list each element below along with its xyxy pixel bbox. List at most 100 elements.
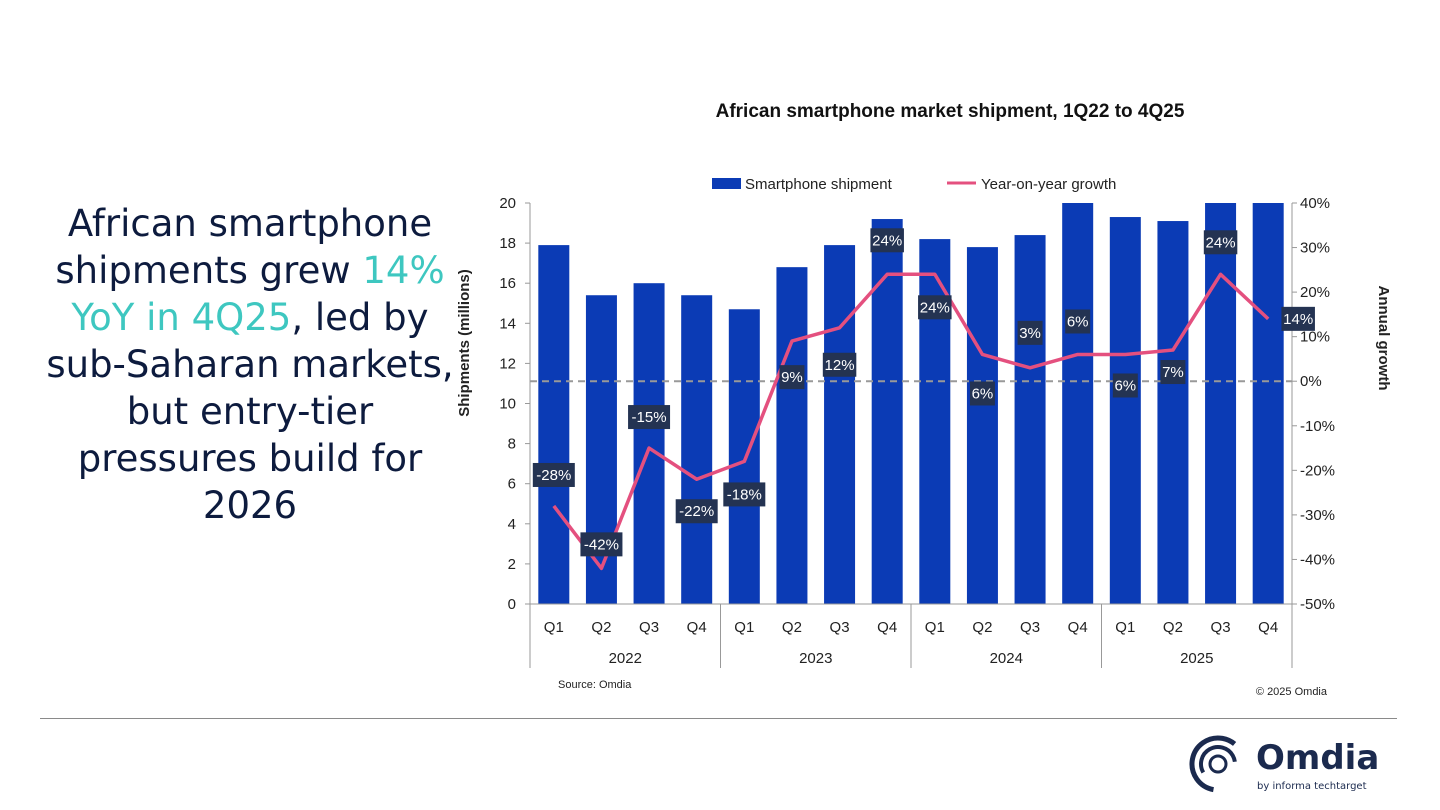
bar <box>538 245 570 605</box>
bar <box>681 295 713 604</box>
data-label: 12% <box>825 357 855 374</box>
x-year-label: 2023 <box>799 650 832 667</box>
x-quarter-label: Q4 <box>877 619 897 636</box>
data-label-box <box>918 295 952 320</box>
y-tick-label: 4 <box>508 516 516 533</box>
x-year-label: 2022 <box>609 650 642 667</box>
data-label: 6% <box>972 385 994 402</box>
bar <box>1062 203 1094 604</box>
x-quarter-label: Q3 <box>1211 619 1231 636</box>
x-quarter-label: Q1 <box>734 619 754 636</box>
x-year-label: 2025 <box>1180 650 1213 667</box>
data-label-box <box>1160 360 1186 385</box>
y-tick-label: 14 <box>499 315 516 332</box>
copyright-note: © 2025 Omdia <box>1256 686 1328 698</box>
data-label-box <box>532 462 575 487</box>
bar <box>585 295 617 604</box>
y2-tick-label: -50% <box>1300 596 1335 613</box>
y2-axis-label: Annual growth <box>1375 286 1392 391</box>
y2-tick-label: 10% <box>1300 329 1330 346</box>
y2-tick-label: 40% <box>1300 195 1330 212</box>
headline-highlight: 14% YoY in 4Q25 <box>71 249 445 339</box>
data-label-box <box>1017 320 1043 345</box>
data-label-box <box>1065 309 1091 334</box>
data-label-box <box>675 499 718 524</box>
data-label: 6% <box>1114 377 1136 394</box>
x-quarter-label: Q2 <box>972 619 992 636</box>
bar <box>1205 203 1237 604</box>
headline: African smartphone shipments grew 14% Yo… <box>40 200 460 529</box>
omdia-swirl-icon <box>1189 735 1247 793</box>
data-label-box <box>1203 230 1238 255</box>
logo-wordmark: Omdia <box>1256 738 1379 778</box>
bar <box>966 247 998 605</box>
bar <box>1252 203 1284 604</box>
bar <box>824 245 856 605</box>
y-tick-label: 6 <box>508 476 516 493</box>
x-quarter-label: Q2 <box>591 619 611 636</box>
x-quarter-label: Q1 <box>925 619 945 636</box>
x-quarter-label: Q3 <box>639 619 659 636</box>
y-tick-label: 20 <box>499 195 516 212</box>
data-label: -15% <box>632 409 667 426</box>
y-tick-label: 12 <box>499 355 516 372</box>
data-label-box <box>1281 306 1315 331</box>
data-label: 24% <box>872 232 902 249</box>
data-label: 14% <box>1283 311 1313 328</box>
y2-tick-label: -30% <box>1300 507 1335 524</box>
data-label-box <box>628 405 671 430</box>
x-quarter-label: Q1 <box>544 619 564 636</box>
source-note: Source: Omdia <box>558 679 632 691</box>
x-quarter-label: Q4 <box>1068 619 1088 636</box>
y-tick-label: 16 <box>499 275 516 292</box>
bar <box>776 267 808 604</box>
divider <box>40 718 1397 719</box>
data-label: 7% <box>1162 364 1184 381</box>
y2-tick-label: -20% <box>1300 462 1335 479</box>
x-quarter-label: Q2 <box>1163 619 1183 636</box>
y-tick-label: 0 <box>508 596 516 613</box>
legend-line-label: Year-on-year growth <box>981 176 1116 193</box>
data-label-box <box>779 365 805 390</box>
bar <box>1109 217 1141 604</box>
omdia-logo: Omdia by informa techtarget <box>1189 735 1379 793</box>
data-label: -42% <box>584 536 619 553</box>
data-label: -22% <box>679 503 714 520</box>
growth-line <box>552 272 1270 571</box>
chart-title: African smartphone market shipment, 1Q22… <box>716 101 1185 122</box>
bar <box>728 309 760 604</box>
y2-tick-label: 30% <box>1300 240 1330 257</box>
legend: Smartphone shipment Year-on-year growth <box>712 176 1116 193</box>
data-label-box <box>822 352 857 377</box>
headline-text-end: , led by sub-Saharan markets, but entry-… <box>46 296 454 527</box>
data-label-box <box>969 381 995 406</box>
logo-tagline: by informa techtarget <box>1257 781 1367 792</box>
y2-tick-label: -40% <box>1300 551 1335 568</box>
data-label: 24% <box>920 299 950 316</box>
x-year-label: 2024 <box>990 650 1023 667</box>
y2-tick-label: -10% <box>1300 418 1335 435</box>
bar <box>1014 235 1046 604</box>
data-label-box <box>870 228 904 253</box>
y2-tick-label: 0% <box>1300 373 1322 390</box>
y-tick-label: 10 <box>499 396 516 413</box>
data-label: 6% <box>1067 313 1089 330</box>
y-tick-label: 2 <box>508 556 516 573</box>
y2-tick-label: 20% <box>1300 284 1330 301</box>
data-label: -18% <box>727 486 762 503</box>
data-label: -28% <box>536 467 571 484</box>
x-quarter-label: Q2 <box>782 619 802 636</box>
legend-bar-label: Smartphone shipment <box>745 176 893 193</box>
y-tick-label: 18 <box>499 235 516 252</box>
x-quarter-label: Q1 <box>1115 619 1135 636</box>
bar <box>633 283 665 604</box>
x-quarter-label: Q4 <box>1258 619 1278 636</box>
x-quarter-label: Q4 <box>687 619 707 636</box>
legend-bar-swatch <box>712 178 741 189</box>
data-label: 9% <box>781 369 803 386</box>
x-quarter-label: Q3 <box>830 619 850 636</box>
data-label-box <box>1112 373 1138 398</box>
data-label: 3% <box>1019 325 1041 342</box>
y-axis-label: Shipments (millions) <box>456 269 473 417</box>
